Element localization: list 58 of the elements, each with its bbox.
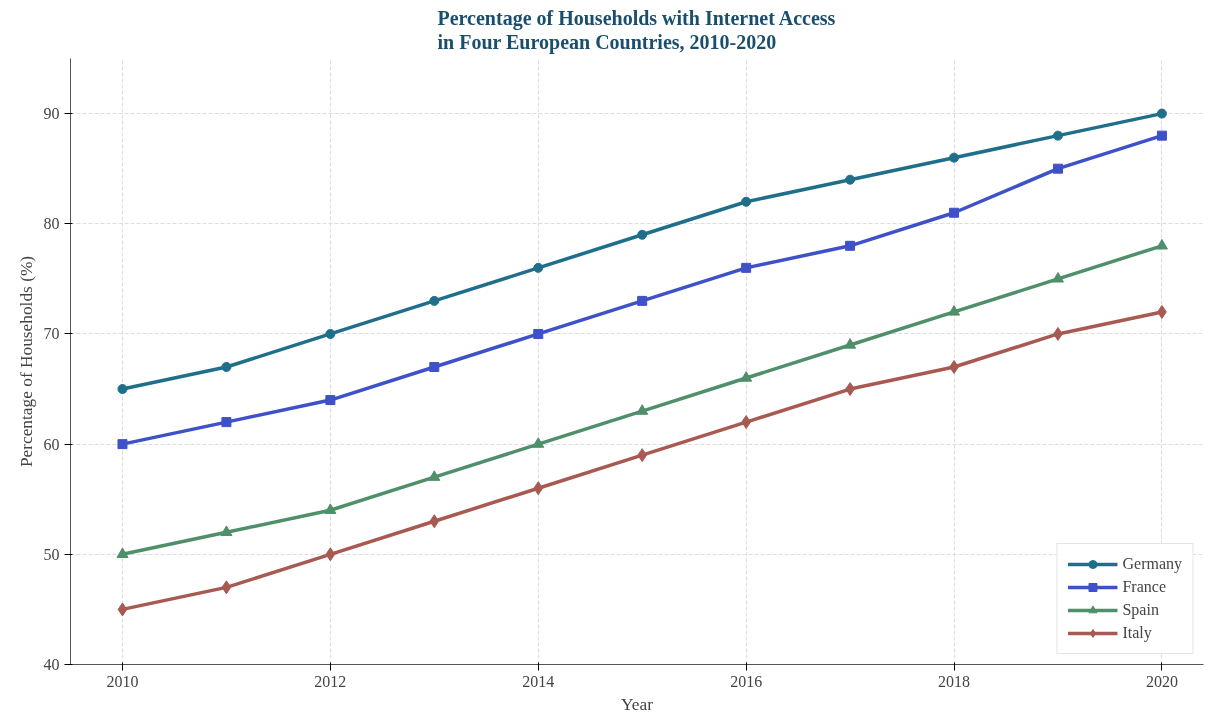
chart-title: Percentage of Households with Internet Access in Four European Countries, 2010-2020 xyxy=(437,7,836,55)
point xyxy=(221,417,232,428)
point xyxy=(1156,108,1167,119)
point xyxy=(948,305,961,316)
x-tick-label: 2010 xyxy=(106,672,139,690)
legend-label: Germany xyxy=(1122,555,1182,573)
point xyxy=(117,384,128,395)
legend-label: Spain xyxy=(1122,601,1159,619)
y-tick-label: 80 xyxy=(43,215,60,233)
point xyxy=(636,404,649,415)
x-tick-label: 2016 xyxy=(730,672,763,690)
point xyxy=(325,395,336,406)
point xyxy=(429,295,440,306)
point xyxy=(533,481,544,496)
point xyxy=(324,503,337,514)
y-tick-label: 40 xyxy=(43,656,60,673)
point xyxy=(949,207,960,218)
point xyxy=(1052,130,1063,141)
x-tick-label: 2012 xyxy=(314,672,347,690)
y-tick-label: 70 xyxy=(43,325,60,343)
point xyxy=(221,580,232,595)
point xyxy=(845,240,856,251)
point xyxy=(844,338,857,349)
point xyxy=(1052,163,1063,174)
point xyxy=(1156,130,1167,141)
point xyxy=(429,514,440,529)
point xyxy=(949,152,960,163)
point xyxy=(117,439,128,450)
y-tick-label: 50 xyxy=(43,545,60,563)
point xyxy=(532,437,545,448)
point xyxy=(741,196,752,207)
x-tick-label: 2020 xyxy=(1145,672,1178,690)
point xyxy=(325,328,336,339)
point xyxy=(741,262,752,273)
x-tick-label: 2014 xyxy=(522,672,555,690)
point xyxy=(428,470,441,481)
point xyxy=(221,362,232,372)
legend-label: Italy xyxy=(1122,624,1152,642)
point xyxy=(637,229,648,240)
y-tick-label: 60 xyxy=(43,435,60,453)
y-axis-title: Percentage of Households (%) xyxy=(16,255,36,468)
point xyxy=(1051,272,1064,283)
point xyxy=(325,547,336,562)
point xyxy=(637,448,648,463)
point xyxy=(533,262,544,273)
x-tick-label: 2018 xyxy=(938,672,971,690)
point xyxy=(220,525,233,536)
y-tick-label: 90 xyxy=(43,105,60,123)
point xyxy=(117,602,128,617)
point xyxy=(1155,238,1168,250)
x-axis-title: Year xyxy=(621,694,654,714)
point xyxy=(637,295,648,306)
point xyxy=(845,174,856,185)
legend-label: France xyxy=(1122,578,1166,596)
point xyxy=(740,371,753,382)
point xyxy=(533,328,544,339)
point xyxy=(429,362,440,373)
point xyxy=(116,547,129,558)
